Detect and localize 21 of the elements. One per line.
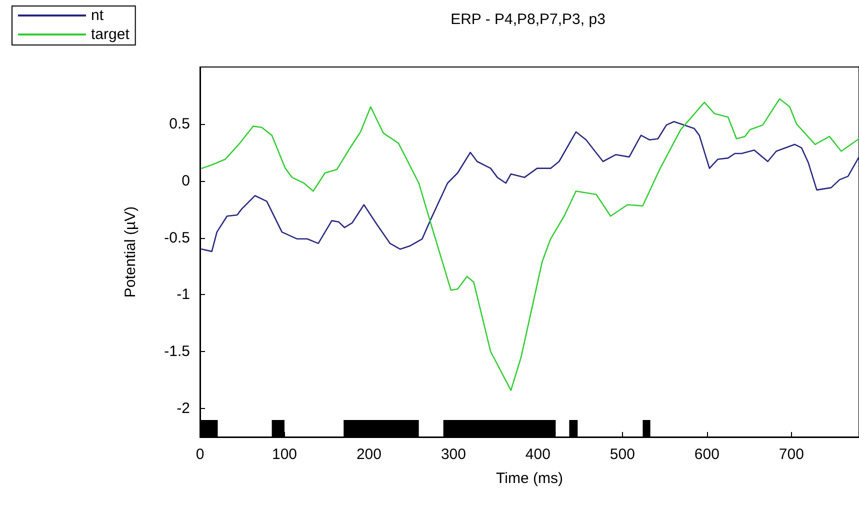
x-tick-label: 600 [694,446,720,463]
chart-title: ERP - P4,P8,P7,P3, p3 [450,11,606,28]
x-tick-label: 500 [610,446,635,463]
y-tick-label: -2 [176,400,190,418]
x-tick-label: 200 [356,446,382,463]
x-tick-label: 400 [525,446,550,463]
y-tick-label: 0 [182,172,190,190]
legend-label: target [91,26,130,43]
y-tick-label: -0.5 [164,229,190,246]
x-tick-label: 0 [196,446,204,463]
x-axis-title: Time (ms) [496,470,563,487]
y-tick-label: -1 [176,286,190,304]
x-tick-label: 100 [272,446,298,463]
x-tick-label: 700 [778,446,804,463]
legend-label: nt [91,7,104,24]
x-tick-label: 300 [440,446,466,463]
y-tick-label: 0.5 [169,115,190,132]
y-tick-label: -1.5 [164,343,190,360]
line-series [201,98,859,391]
y-axis-title: Potential (µV) [122,206,139,298]
line-series [201,120,859,252]
